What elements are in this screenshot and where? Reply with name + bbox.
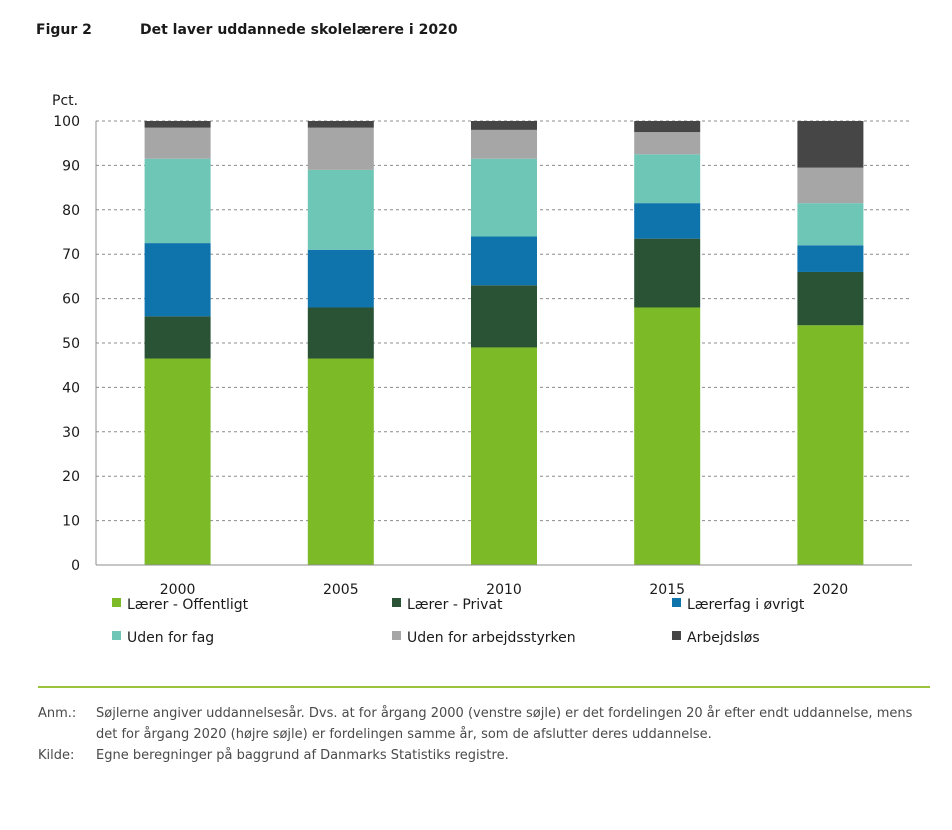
bar-segment [471, 129, 537, 159]
bar-segment [144, 121, 211, 128]
bars [144, 121, 864, 565]
note-kilde-label: Kilde: [38, 748, 75, 763]
bar-segment [144, 358, 211, 565]
bar-segment [307, 169, 374, 250]
note-kilde: Kilde: Egne beregninger på baggrund af D… [38, 745, 930, 766]
bar-segment [307, 307, 374, 359]
note-anm-text: Søjlerne angiver uddannelsesår. Dvs. at … [96, 706, 913, 742]
y-axis-label: Pct. [52, 93, 78, 109]
divider-rule [38, 686, 930, 688]
figure-notes: Anm.: Søjlerne angiver uddannelsesår. Dv… [38, 703, 930, 766]
legend-swatch [112, 631, 121, 640]
bar-segment [797, 121, 864, 168]
y-tick-label: 40 [62, 380, 80, 396]
legend-label: Lærer - Offentligt [127, 597, 249, 613]
bar-segment [471, 285, 537, 348]
legend-label: Lærerfag i øvrigt [687, 597, 805, 613]
x-tick-label: 2020 [813, 582, 849, 598]
y-tick-label: 30 [62, 425, 80, 441]
note-kilde-text: Egne beregninger på baggrund af Danmarks… [96, 748, 509, 763]
bar-segment [307, 121, 374, 128]
bar-segment [634, 238, 701, 308]
bar-segment [797, 203, 864, 246]
x-tick-label: 2010 [486, 582, 522, 598]
legend-swatch [392, 598, 401, 607]
x-tick-label: 2005 [323, 582, 359, 598]
legend: Lærer - Offentligt Lærer - Privat Lærerfag… [112, 597, 805, 646]
bar-segment [471, 236, 537, 286]
bar-segment [797, 245, 864, 272]
axes: Pct. 0 10 20 30 40 50 60 70 80 90 100 2000 2005 2010 20… [52, 93, 912, 598]
bar-segment [307, 127, 374, 170]
bar-segment [307, 249, 374, 308]
legend-swatch [672, 598, 681, 607]
y-tick-label: 100 [53, 114, 80, 130]
y-tick-label: 20 [62, 469, 80, 485]
x-tick-label: 2000 [160, 582, 196, 598]
y-tick-label: 10 [62, 514, 80, 530]
y-tick-label: 50 [62, 336, 80, 352]
bar-segment [471, 158, 537, 237]
bar-segment [634, 203, 701, 239]
bar-segment [634, 154, 701, 204]
figure-title: Det laver uddannede skolelærere i 2020 [140, 22, 458, 38]
y-tick-label: 80 [62, 203, 80, 219]
note-anm-label: Anm.: [38, 706, 77, 721]
bar-segment [144, 158, 211, 244]
bar-segment [634, 121, 701, 133]
y-tick-label: 70 [62, 247, 80, 263]
y-tick-label: 0 [71, 558, 80, 574]
bar-segment [797, 167, 864, 204]
bar-segment [471, 121, 537, 130]
bar-segment [144, 243, 211, 317]
bar-segment [144, 316, 211, 359]
note-anm: Anm.: Søjlerne angiver uddannelsesår. Dv… [38, 703, 930, 745]
legend-label: Uden for arbejdsstyrken [407, 630, 576, 646]
bar-segment [307, 358, 374, 565]
bar-segment [797, 271, 864, 326]
x-tick-label: 2015 [649, 582, 685, 598]
stacked-bar-chart: Pct. 0 10 20 30 40 50 60 70 80 90 100 2000 2005 2010 20… [52, 93, 912, 646]
legend-swatch [672, 631, 681, 640]
y-tick-label: 60 [62, 292, 80, 308]
legend-swatch [392, 631, 401, 640]
legend-label: Arbejdsløs [687, 630, 760, 646]
legend-label: Uden for fag [127, 630, 214, 646]
bar-segment [634, 132, 701, 155]
bar-segment [797, 325, 864, 565]
bar-segment [634, 307, 701, 565]
bar-segment [144, 127, 211, 159]
legend-swatch [112, 598, 121, 607]
bar-segment [471, 347, 537, 565]
legend-label: Lærer - Privat [407, 597, 503, 613]
y-tick-label: 90 [62, 158, 80, 174]
figure-number: Figur 2 [36, 22, 92, 38]
